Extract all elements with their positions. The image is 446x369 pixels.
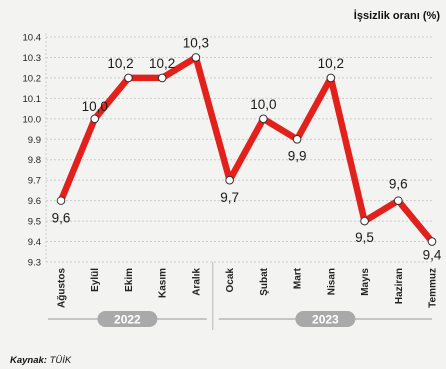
x-tick-label: Şubat (259, 267, 270, 295)
y-tick-label: 9.8 (28, 155, 41, 166)
data-label: 10,2 (149, 56, 175, 71)
data-label: 9,6 (52, 211, 71, 226)
data-point (191, 53, 201, 62)
data-label: 10,0 (250, 97, 276, 112)
y-tick-label: 10.0 (23, 114, 42, 125)
series-points (56, 53, 437, 246)
data-label: 9,6 (389, 177, 408, 192)
x-tick-label: Mart (293, 267, 304, 289)
y-tick-label: 9.4 (28, 237, 41, 248)
year-groups: 2022 2023 (48, 262, 432, 330)
year-pill (295, 311, 356, 327)
data-label: 10,2 (107, 56, 133, 71)
y-tick-label: 9.6 (28, 196, 41, 207)
x-tick-label: Nisan (326, 268, 337, 295)
data-point (225, 175, 234, 185)
data-point (90, 114, 100, 124)
series-line (57, 54, 436, 245)
data-point (292, 134, 302, 144)
x-tick-label: Aralık (191, 268, 202, 296)
y-tick-label: 9.3 (28, 258, 41, 269)
data-point (259, 114, 268, 124)
source-label: Kaynak: (10, 355, 47, 366)
data-label: 9,5 (355, 230, 374, 245)
year-pill (97, 311, 158, 327)
x-tick-label: Mayıs (360, 268, 371, 296)
data-label: 9,9 (288, 148, 307, 163)
y-tick-label: 9.5 (28, 217, 41, 228)
y-tick-label: 10.4 (23, 33, 42, 44)
y-tick-label: 10.2 (23, 73, 42, 84)
data-label: 9,7 (220, 190, 239, 205)
data-label: 10,0 (82, 99, 108, 114)
data-point (124, 73, 133, 83)
data-point (360, 216, 369, 226)
data-labels: 9,6 10,0 10,2 10,2 10,3 9,7 10,0 9,9 10,2 9,5 9,6 9… (52, 35, 442, 262)
x-tick-label: Haziran (394, 268, 405, 304)
y-axis-ticks: 9.3 9.4 9.5 9.6 9.7 9.8 9.9 10.0 10.1 10.2 10.3 10.… (23, 33, 42, 269)
data-point (326, 73, 336, 83)
year-label: 2023 (312, 313, 339, 327)
data-point (427, 237, 437, 246)
data-label: 10,3 (183, 35, 209, 50)
x-tick-label: Temmuz (428, 268, 439, 308)
x-tick-label: Eylül (90, 268, 101, 292)
x-tick-label: Kasım (158, 268, 169, 298)
y-tick-label: 9.9 (28, 135, 41, 146)
x-tick-label: Ocak (225, 268, 236, 293)
source-note: Kaynak: TÜİK (10, 355, 72, 366)
year-label: 2022 (114, 313, 141, 327)
data-point (56, 196, 66, 205)
data-label: 10,2 (318, 56, 344, 71)
chart-title: İşsizlik oranı (%) (354, 9, 441, 22)
y-tick-label: 10.1 (23, 94, 42, 105)
x-axis-ticks: Ağustos Eylül Ekim Kasım Aralık Ocak Şubat Mart… (57, 267, 439, 308)
source-text: TÜİK (47, 355, 72, 366)
data-point (393, 196, 403, 205)
y-tick-label: 9.7 (28, 176, 41, 187)
data-label: 9,4 (423, 248, 442, 263)
x-tick-label: Ağustos (57, 268, 68, 308)
grid-lines (45, 33, 432, 263)
series-polyline (57, 54, 436, 245)
x-tick-label: Ekim (124, 268, 135, 292)
y-tick-label: 10.3 (23, 53, 42, 64)
data-point (157, 73, 167, 83)
